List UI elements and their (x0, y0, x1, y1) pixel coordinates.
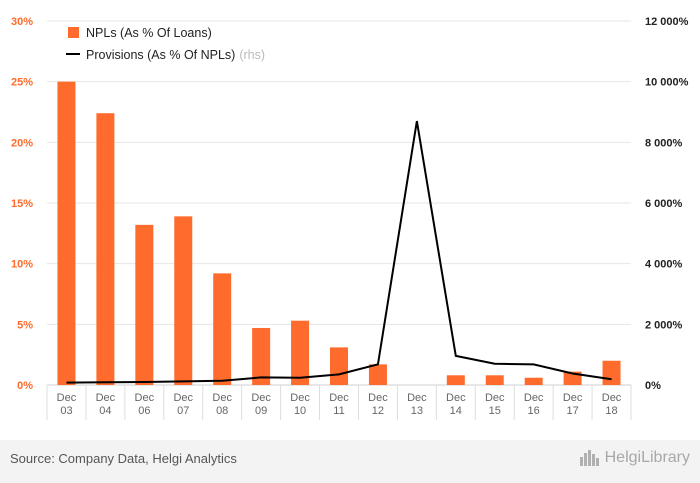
brand-logo: HelgiLibrary (579, 449, 690, 467)
npl-bar (524, 377, 543, 385)
right-tick-label: 10 000% (645, 77, 689, 89)
source-note: Source: Company Data, Helgi Analytics (10, 451, 237, 466)
footer: Source: Company Data, Helgi Analytics He… (0, 440, 700, 483)
left-tick-label: 0% (17, 380, 33, 392)
npl-bar (252, 327, 271, 385)
npl-bar (291, 320, 310, 385)
x-tick-label: Dec 17 (563, 392, 583, 417)
right-tick-label: 8 000% (645, 137, 683, 149)
x-tick-label: Dec 12 (368, 392, 388, 417)
x-axis: Dec 03 Dec 04 Dec 06 Dec 07 Dec 08 Dec 09 Dec 10 Dec 11… (46, 385, 632, 420)
x-tick-label: Dec 08 (212, 392, 232, 417)
legend: NPLs (As % Of Loans) Provisions (As % Of… (66, 26, 265, 62)
x-tick-label: Dec 13 (407, 392, 427, 417)
grid (47, 20, 631, 386)
left-tick-label: 10% (11, 259, 33, 271)
left-axis: 0% 5% 10% 15% 20% 25% 30% (11, 16, 33, 392)
left-tick-label: 15% (11, 198, 33, 210)
npl-bar (96, 113, 115, 386)
npl-bar (368, 364, 387, 385)
legend-rhs-note: (rhs) (239, 48, 265, 62)
right-axis: 0% 2 000% 4 000% 6 000% 8 000% 10 000% 12 000% (645, 16, 689, 392)
legend-bar-swatch (68, 27, 79, 38)
left-tick-label: 25% (11, 77, 33, 89)
right-tick-label: 4 000% (645, 259, 683, 271)
chart: 0% 5% 10% 15% 20% 25% 30% 0% 2 000% 4 000% 6 000%… (11, 16, 689, 420)
right-tick-label: 6 000% (645, 198, 683, 210)
left-tick-label: 20% (11, 137, 33, 149)
x-tick-label: Dec 09 (251, 392, 271, 417)
right-tick-label: 2 000% (645, 319, 683, 331)
npl-bar (57, 81, 76, 386)
brand-name: HelgiLibrary (604, 449, 690, 466)
npl-bar (213, 273, 232, 385)
x-tick-label: Dec 16 (524, 392, 544, 417)
brand-skyline-icon (579, 450, 599, 466)
npl-bar (485, 375, 504, 385)
left-tick-label: 5% (17, 319, 33, 331)
npl-bar (446, 375, 465, 385)
line-series-provisions (66, 120, 612, 384)
npl-bar (602, 360, 621, 385)
x-tick-label: Dec 11 (329, 392, 349, 417)
right-tick-label: 0% (645, 380, 661, 392)
npl-bar (330, 347, 348, 385)
x-tick-label: Dec 03 (57, 392, 77, 417)
x-tick-label: Dec 15 (485, 392, 505, 417)
left-tick-label: 30% (11, 16, 33, 28)
x-tick-label: Dec 06 (135, 392, 155, 417)
x-tick-label: Dec 14 (446, 392, 466, 417)
x-tick-label: Dec 18 (602, 392, 622, 417)
x-tick-label: Dec 04 (96, 392, 116, 417)
bar-series-npls (57, 81, 621, 386)
npl-bar (174, 216, 193, 385)
legend-line-label: Provisions (As % Of NPLs) (rhs) (86, 48, 265, 62)
x-tick-label: Dec 07 (173, 392, 193, 417)
npl-bar (135, 224, 154, 385)
x-tick-label: Dec 10 (290, 392, 310, 417)
right-tick-label: 12 000% (645, 16, 689, 28)
legend-bar-label: NPLs (As % Of Loans) (86, 26, 212, 40)
